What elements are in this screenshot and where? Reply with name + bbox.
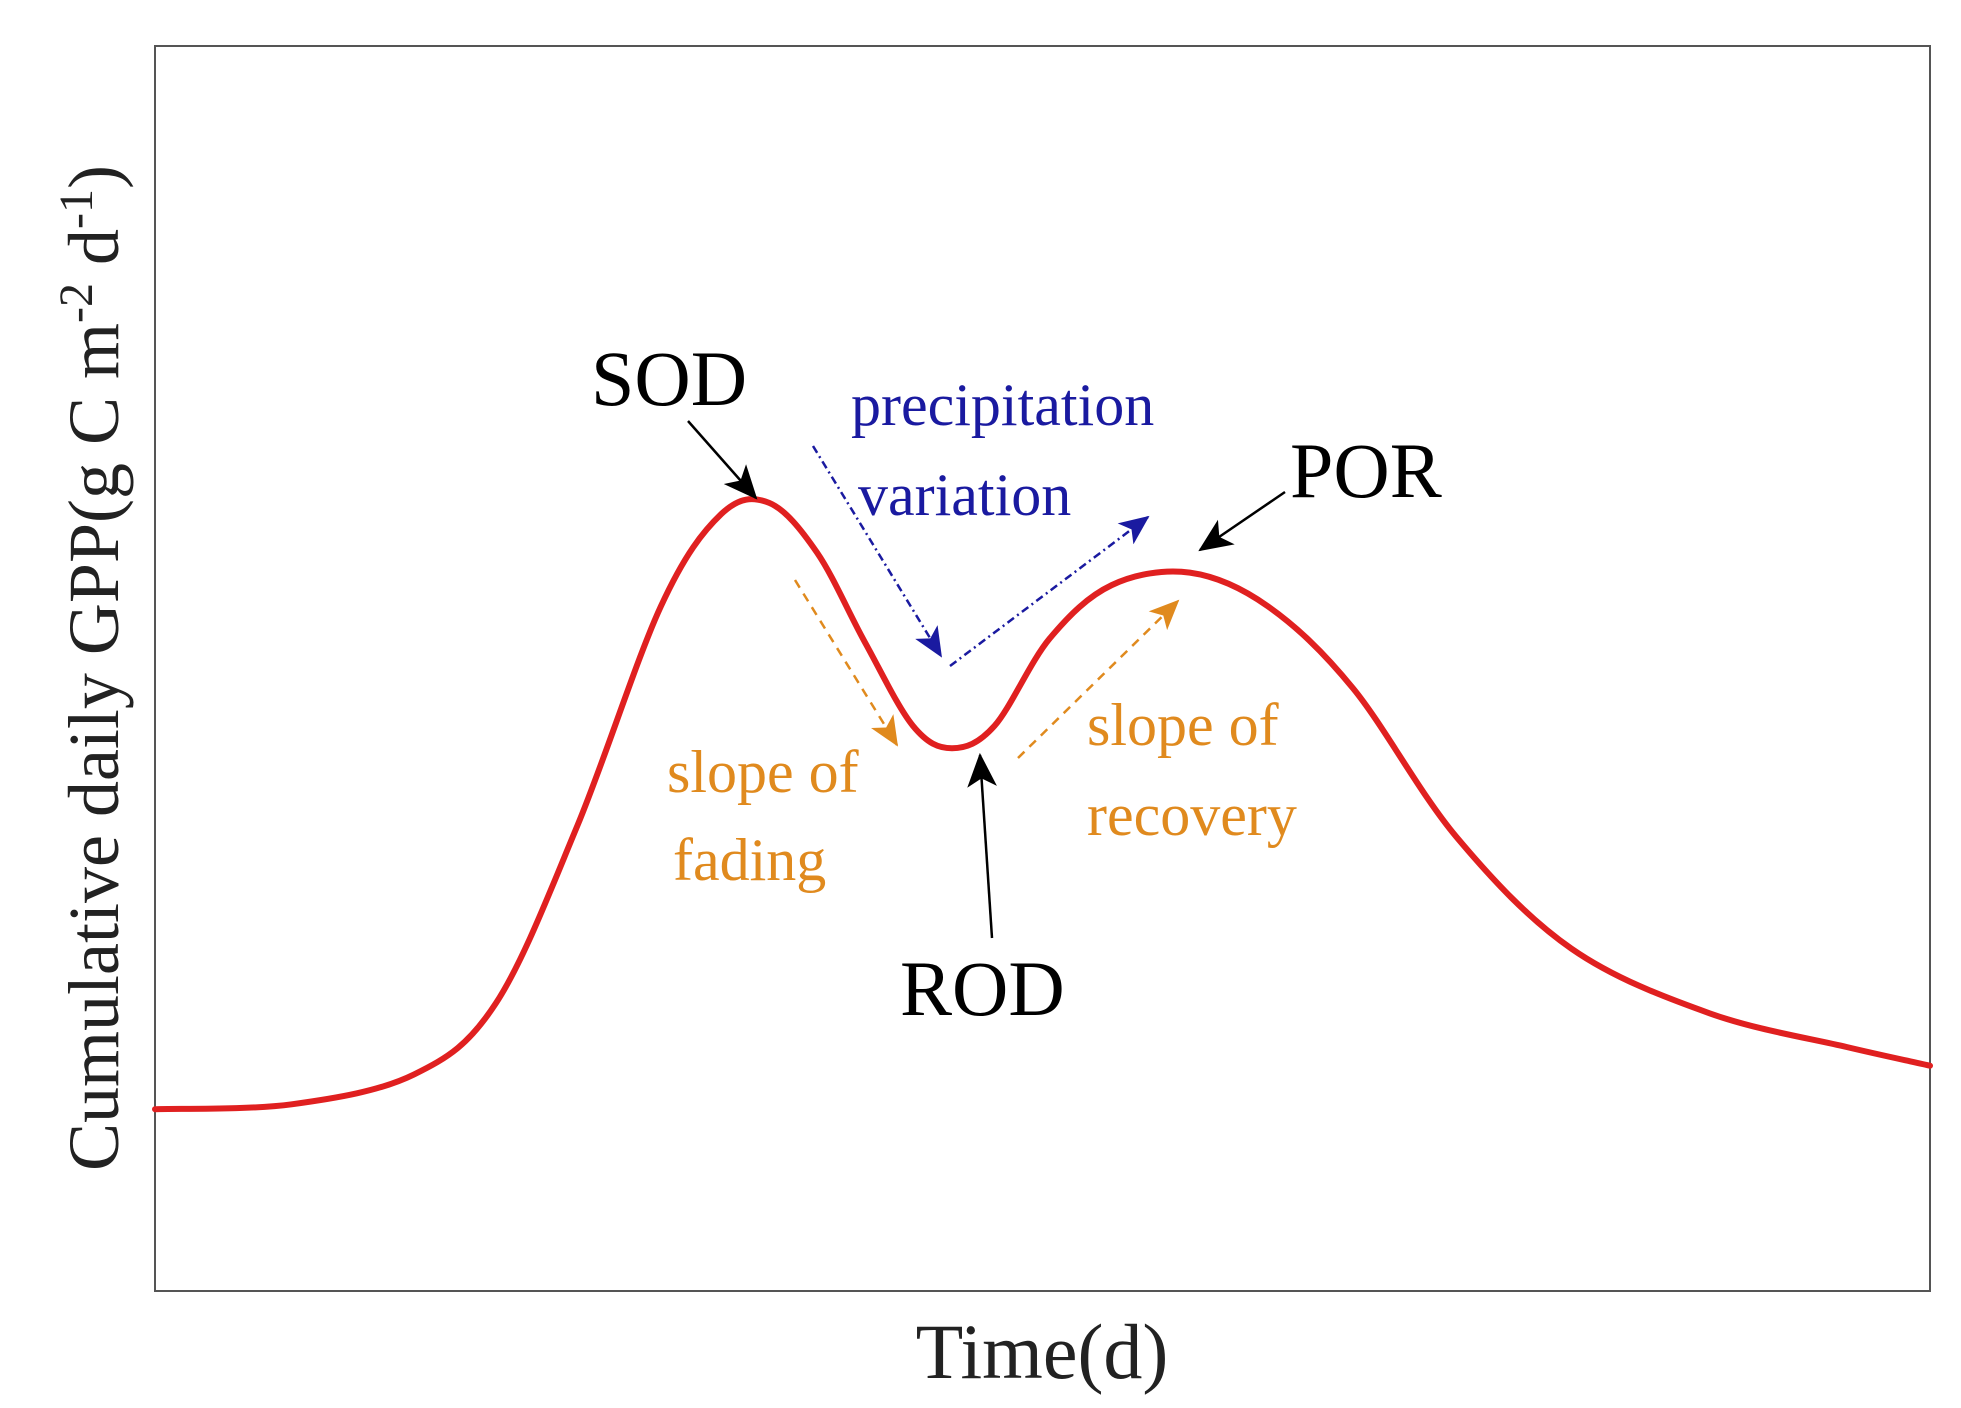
y-axis-label-sup2: -1	[50, 189, 103, 229]
y-axis-label-end: )	[54, 165, 134, 189]
recovery-slope-arrow	[1017, 599, 1180, 759]
recovery-label-line2: recovery	[1087, 782, 1297, 848]
fading-slope-arrow	[793, 579, 899, 747]
fading-label-line1: slope of	[667, 739, 859, 805]
recovery-label-line1: slope of	[1087, 692, 1279, 758]
fading-label-line2: fading	[673, 827, 826, 893]
por-arrow	[1198, 490, 1286, 552]
precipitation-down-arrow	[811, 445, 943, 658]
y-axis-label-sup1: -2	[50, 283, 103, 323]
sod-arrow	[687, 420, 758, 500]
precipitation-label-line2: variation	[858, 462, 1071, 528]
sod-label: SOD	[591, 335, 747, 422]
gpp-curve	[152, 496, 1933, 1113]
precipitation-label-line1: precipitation	[851, 372, 1154, 438]
rod-label: ROD	[900, 945, 1065, 1032]
y-axis-label-mid: d	[54, 229, 134, 283]
x-axis-label: Time(d)	[916, 1308, 1169, 1395]
precipitation-up-arrow	[949, 515, 1150, 667]
y-axis-label: Cumulative daily GPP(g C m-2 d-1)	[50, 165, 135, 1171]
rod-arrow	[967, 752, 997, 939]
y-axis-label-main: Cumulative daily GPP(g C m	[54, 323, 134, 1171]
por-label: POR	[1290, 427, 1442, 514]
plot-frame	[154, 45, 1931, 1292]
